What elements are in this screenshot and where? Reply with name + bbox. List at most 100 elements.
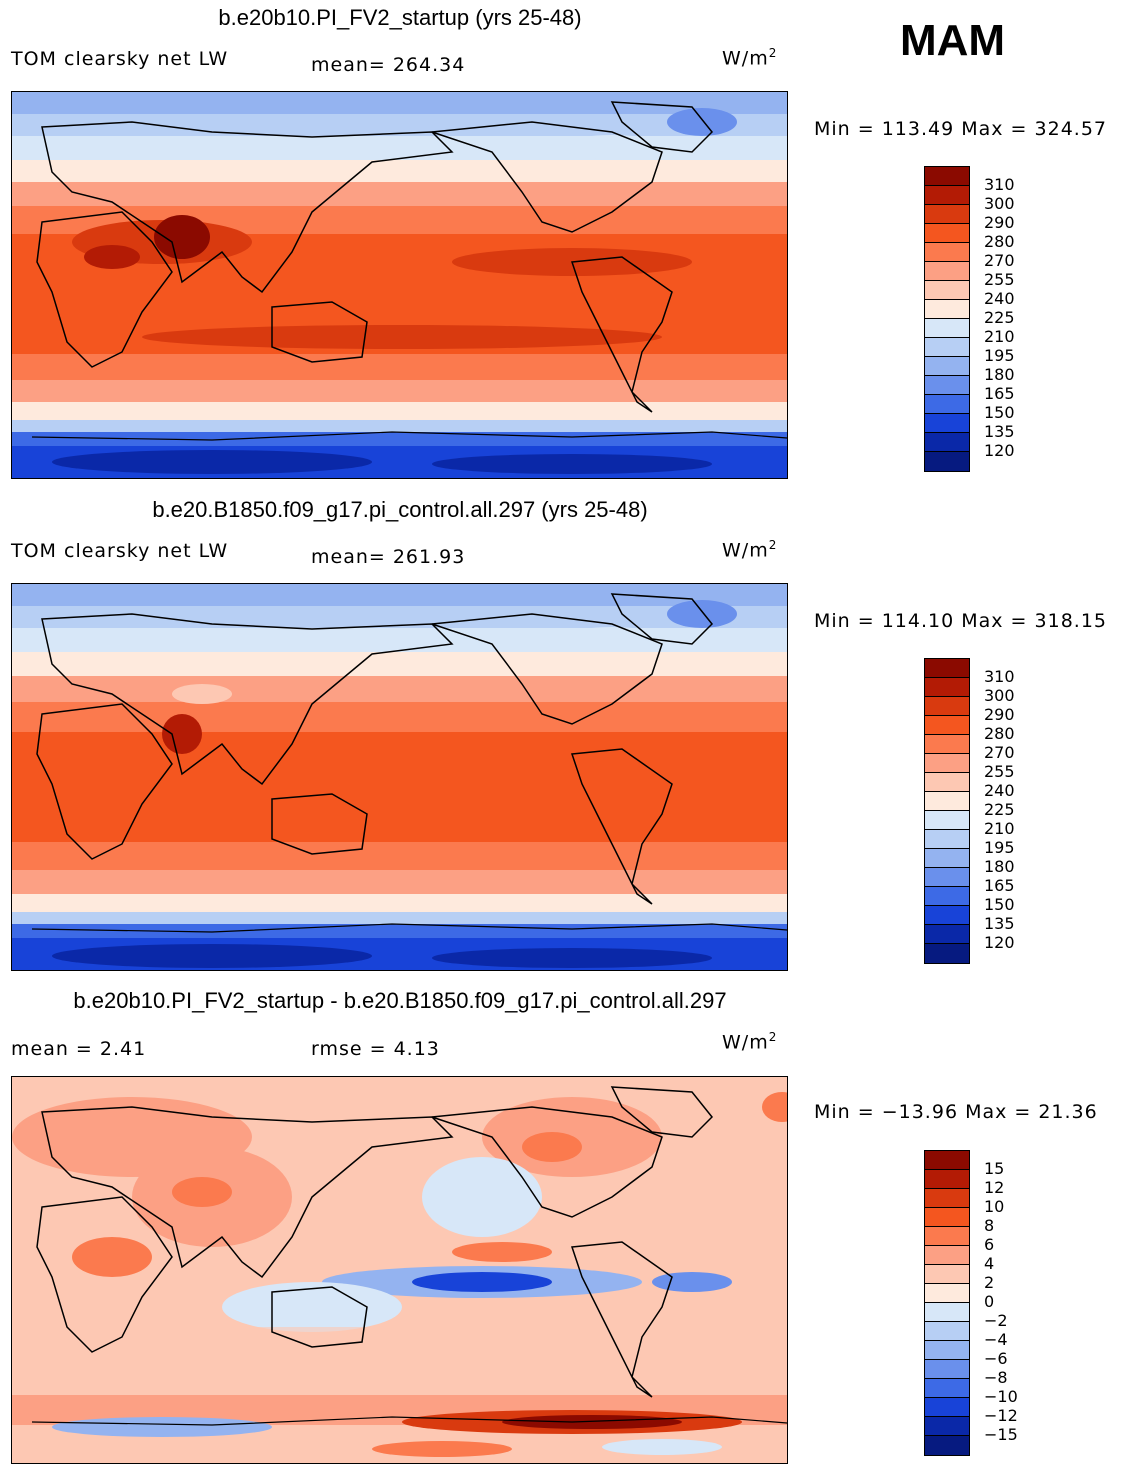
colorbar-swatch bbox=[925, 1341, 969, 1360]
colorbar-swatch bbox=[925, 735, 969, 754]
colorbar-label: 195 bbox=[984, 346, 1015, 365]
colorbar-label: −12 bbox=[984, 1406, 1018, 1425]
panel1-minmax: Min = 113.49 Max = 324.57 bbox=[814, 118, 1107, 140]
colorbar-swatch bbox=[925, 716, 969, 735]
colorbar-swatch bbox=[925, 1151, 969, 1170]
panel3-colorbar bbox=[924, 1150, 970, 1456]
colorbar-label: −2 bbox=[984, 1311, 1008, 1330]
colorbar-label: 135 bbox=[984, 914, 1015, 933]
colorbar-label: 135 bbox=[984, 422, 1015, 441]
colorbar-label: 165 bbox=[984, 876, 1015, 895]
panel3-map bbox=[11, 1076, 788, 1464]
colorbar-swatch bbox=[925, 186, 969, 205]
colorbar-swatch bbox=[925, 243, 969, 262]
colorbar-label: 120 bbox=[984, 441, 1015, 460]
colorbar-swatch bbox=[925, 773, 969, 792]
colorbar-label: 255 bbox=[984, 762, 1015, 781]
panel2-mean-label: mean= 261.93 bbox=[311, 546, 466, 568]
colorbar-label: 210 bbox=[984, 819, 1015, 838]
panel3-units: W/m2 bbox=[722, 1030, 778, 1054]
colorbar-label: 300 bbox=[984, 194, 1015, 213]
panel3-mean-label: mean = 2.41 bbox=[11, 1038, 147, 1060]
colorbar-swatch bbox=[925, 1170, 969, 1189]
colorbar-swatch bbox=[925, 224, 969, 243]
colorbar-swatch bbox=[925, 925, 969, 944]
colorbar-label: 225 bbox=[984, 800, 1015, 819]
panel3-title: b.e20b10.PI_FV2_startup - b.e20.B1850.f0… bbox=[73, 988, 727, 1013]
panel2-left-label: TOM clearsky net LW bbox=[11, 540, 229, 562]
panel2-title: b.e20.B1850.f09_g17.pi_control.all.297 (… bbox=[152, 497, 648, 522]
colorbar-swatch bbox=[925, 433, 969, 452]
panel2-map bbox=[11, 583, 788, 971]
colorbar-swatch bbox=[925, 1417, 969, 1436]
colorbar-swatch bbox=[925, 319, 969, 338]
colorbar-label: 150 bbox=[984, 895, 1015, 914]
colorbar-swatch bbox=[925, 887, 969, 906]
colorbar-swatch bbox=[925, 868, 969, 887]
colorbar-label: 150 bbox=[984, 403, 1015, 422]
colorbar-label: 255 bbox=[984, 270, 1015, 289]
colorbar-swatch bbox=[925, 944, 969, 963]
colorbar-swatch bbox=[925, 659, 969, 678]
colorbar-swatch bbox=[925, 830, 969, 849]
panel3-minmax: Min = −13.96 Max = 21.36 bbox=[814, 1101, 1098, 1123]
panel2-colorbar bbox=[924, 658, 970, 964]
colorbar-swatch bbox=[925, 338, 969, 357]
colorbar-label: 2 bbox=[984, 1273, 995, 1292]
colorbar-swatch bbox=[925, 1303, 969, 1322]
colorbar-swatch bbox=[925, 1379, 969, 1398]
panel1-units: W/m2 bbox=[722, 46, 778, 70]
colorbar-swatch bbox=[925, 1284, 969, 1303]
colorbar-swatch bbox=[925, 281, 969, 300]
colorbar-label: −4 bbox=[984, 1330, 1008, 1349]
colorbar-label: 280 bbox=[984, 232, 1015, 251]
colorbar-label: 120 bbox=[984, 933, 1015, 952]
colorbar-label: 12 bbox=[984, 1178, 1005, 1197]
colorbar-label: 0 bbox=[984, 1292, 995, 1311]
panel2-minmax: Min = 114.10 Max = 318.15 bbox=[814, 610, 1107, 632]
colorbar-swatch bbox=[925, 1265, 969, 1284]
colorbar-label: 225 bbox=[984, 308, 1015, 327]
colorbar-swatch bbox=[925, 395, 969, 414]
colorbar-swatch bbox=[925, 849, 969, 868]
colorbar-label: 280 bbox=[984, 724, 1015, 743]
colorbar-label: 300 bbox=[984, 686, 1015, 705]
colorbar-swatch bbox=[925, 792, 969, 811]
colorbar-label: 240 bbox=[984, 289, 1015, 308]
colorbar-label: 10 bbox=[984, 1197, 1005, 1216]
panel1-colorbar bbox=[924, 166, 970, 472]
colorbar-label: 310 bbox=[984, 175, 1015, 194]
panel1-map bbox=[11, 91, 788, 479]
colorbar-swatch bbox=[925, 1189, 969, 1208]
colorbar-swatch bbox=[925, 300, 969, 319]
colorbar-swatch bbox=[925, 697, 969, 716]
colorbar-label: 290 bbox=[984, 705, 1015, 724]
colorbar-label: 195 bbox=[984, 838, 1015, 857]
panel3-rmse-label: rmse = 4.13 bbox=[311, 1038, 440, 1060]
colorbar-label: 4 bbox=[984, 1254, 995, 1273]
colorbar-label: −6 bbox=[984, 1349, 1008, 1368]
colorbar-label: 270 bbox=[984, 251, 1015, 270]
colorbar-label: 8 bbox=[984, 1216, 995, 1235]
colorbar-swatch bbox=[925, 1398, 969, 1417]
colorbar-label: 180 bbox=[984, 365, 1015, 384]
colorbar-swatch bbox=[925, 1436, 969, 1455]
colorbar-label: 310 bbox=[984, 667, 1015, 686]
colorbar-swatch bbox=[925, 811, 969, 830]
colorbar-swatch bbox=[925, 1322, 969, 1341]
colorbar-label: −15 bbox=[984, 1425, 1018, 1444]
colorbar-swatch bbox=[925, 1246, 969, 1265]
panel1-title: b.e20b10.PI_FV2_startup (yrs 25-48) bbox=[218, 5, 582, 30]
panel1-mean-label: mean= 264.34 bbox=[311, 54, 466, 76]
colorbar-label: 240 bbox=[984, 781, 1015, 800]
colorbar-swatch bbox=[925, 262, 969, 281]
season-label: MAM bbox=[900, 16, 1006, 65]
colorbar-label: 15 bbox=[984, 1159, 1005, 1178]
colorbar-swatch bbox=[925, 1208, 969, 1227]
colorbar-swatch bbox=[925, 452, 969, 471]
colorbar-label: 270 bbox=[984, 743, 1015, 762]
colorbar-swatch bbox=[925, 1360, 969, 1379]
colorbar-swatch bbox=[925, 357, 969, 376]
colorbar-label: 180 bbox=[984, 857, 1015, 876]
colorbar-label: 6 bbox=[984, 1235, 995, 1254]
